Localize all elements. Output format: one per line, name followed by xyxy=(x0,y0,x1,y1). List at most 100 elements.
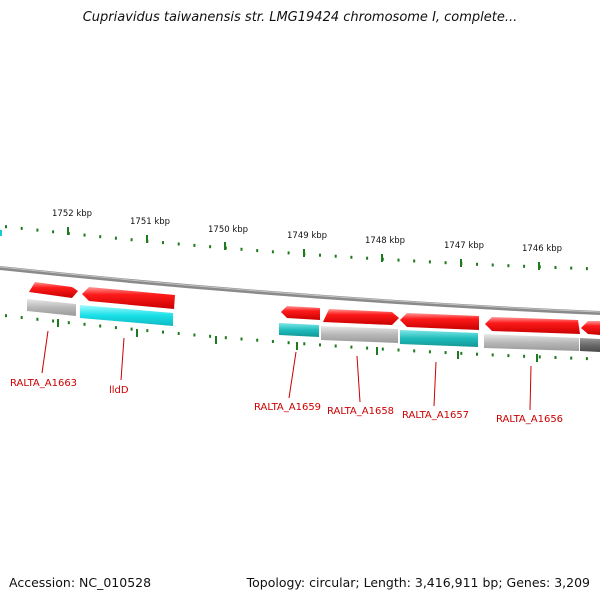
minor-tick xyxy=(256,338,259,342)
minor-tick xyxy=(507,264,510,268)
minor-tick xyxy=(287,251,290,255)
minor-tick xyxy=(523,354,526,358)
minor-tick xyxy=(99,324,102,328)
minor-tick xyxy=(413,349,416,353)
accession-label: Accession: NC_010528 xyxy=(9,575,152,590)
minor-tick xyxy=(303,342,306,346)
tick-labels: 1752 kbp 1751 kbp 1750 kbp 1749 kbp 1748… xyxy=(52,209,562,254)
minor-tick xyxy=(428,260,431,264)
minor-tick xyxy=(36,317,39,321)
minor-tick xyxy=(538,355,541,359)
label-leaders xyxy=(41,330,532,411)
cds-block[interactable] xyxy=(580,338,600,352)
minor-tick xyxy=(224,336,227,340)
gene-label[interactable]: RALTA_A1663 xyxy=(10,378,77,389)
cds-block[interactable] xyxy=(484,334,579,351)
minor-tick xyxy=(240,337,243,341)
minor-tick xyxy=(271,340,274,343)
minor-tick xyxy=(460,351,463,355)
minor-tick xyxy=(444,351,447,355)
minor-tick xyxy=(366,346,369,350)
minor-tick xyxy=(162,330,164,334)
tick-label: 1752 kbp xyxy=(52,209,92,219)
lower-tick-track xyxy=(5,314,588,361)
minor-tick xyxy=(523,264,526,268)
minor-tick xyxy=(334,254,337,258)
minor-tick xyxy=(52,230,55,234)
minor-tick xyxy=(319,343,321,347)
minor-tick xyxy=(585,357,588,361)
gene-arrow-lldD[interactable] xyxy=(82,287,175,309)
tick-label: 1749 kbp xyxy=(287,231,327,241)
gene-labels[interactable]: RALTA_A1663 lldD RALTA_A1659 RALTA_A1658… xyxy=(10,378,563,425)
tick-label: 1751 kbp xyxy=(130,217,170,227)
minor-tick xyxy=(491,263,494,267)
upper-tick-track xyxy=(5,225,588,271)
minor-tick xyxy=(240,247,243,251)
cds-block[interactable] xyxy=(400,330,478,347)
minor-tick xyxy=(444,261,447,265)
minor-tick xyxy=(177,332,180,335)
minor-tick xyxy=(130,238,133,242)
minor-tick xyxy=(83,233,86,237)
minor-tick xyxy=(554,356,557,359)
minor-tick xyxy=(366,256,369,260)
minor-tick xyxy=(287,341,290,345)
minor-tick xyxy=(476,352,478,356)
minor-tick xyxy=(554,266,557,269)
minor-tick xyxy=(20,226,23,230)
gene-arrow-partial[interactable] xyxy=(581,321,600,335)
minor-tick xyxy=(5,225,7,229)
tick-label: 1750 kbp xyxy=(208,225,248,235)
gene-arrow-RALTA_A1663[interactable] xyxy=(29,282,78,298)
minor-tick xyxy=(36,228,39,232)
minor-tick xyxy=(114,236,117,240)
minor-tick xyxy=(397,258,400,262)
gene-label[interactable]: RALTA_A1658 xyxy=(327,406,394,417)
minor-tick xyxy=(585,267,588,271)
tick-label: 1747 kbp xyxy=(444,241,484,251)
minor-tick xyxy=(381,347,384,351)
gene-arrow-RALTA_A1659[interactable] xyxy=(281,306,320,320)
minor-tick xyxy=(271,250,274,254)
gene-label[interactable]: lldD xyxy=(109,385,129,396)
map-title: Cupriavidus taiwanensis str. LMG19424 ch… xyxy=(82,10,518,25)
minor-tick xyxy=(570,356,573,360)
minor-tick xyxy=(570,266,573,270)
gene-arrow-RALTA_A1658[interactable] xyxy=(323,309,399,325)
gene-arrow-RALTA_A1657[interactable] xyxy=(400,313,479,330)
cds-block[interactable] xyxy=(279,323,319,337)
minor-tick xyxy=(20,316,23,319)
cds-track[interactable] xyxy=(27,299,600,352)
chromosome-backbone xyxy=(0,266,600,315)
gene-label[interactable]: RALTA_A1657 xyxy=(402,410,469,421)
minor-tick xyxy=(319,253,321,257)
minor-tick xyxy=(350,255,353,259)
minor-tick xyxy=(146,329,149,333)
minor-tick xyxy=(193,243,196,247)
tick-marks xyxy=(67,227,540,270)
cds-block[interactable] xyxy=(27,299,76,316)
minor-tick xyxy=(67,321,70,325)
gene-label[interactable]: RALTA_A1656 xyxy=(496,414,563,425)
minor-tick xyxy=(83,322,86,326)
tick-label: 1748 kbp xyxy=(365,236,405,246)
gene-arrow-RALTA_A1656[interactable] xyxy=(485,317,580,334)
gene-label[interactable]: RALTA_A1659 xyxy=(254,402,321,413)
minor-tick xyxy=(209,245,212,249)
minor-tick xyxy=(256,249,259,253)
clipped-feature xyxy=(0,230,2,236)
minor-tick xyxy=(99,235,102,239)
genome-summary: Topology: circular; Length: 3,416,911 bp… xyxy=(246,575,590,590)
minor-tick xyxy=(350,345,353,349)
lower-tick-marks xyxy=(57,319,538,362)
minor-tick xyxy=(507,354,510,358)
minor-tick xyxy=(476,262,478,266)
minor-tick xyxy=(162,241,164,245)
gene-track[interactable] xyxy=(29,282,600,335)
cds-block[interactable] xyxy=(80,305,173,326)
tick-label: 1746 kbp xyxy=(522,244,562,254)
minor-tick xyxy=(130,327,133,331)
cds-block[interactable] xyxy=(321,326,398,343)
